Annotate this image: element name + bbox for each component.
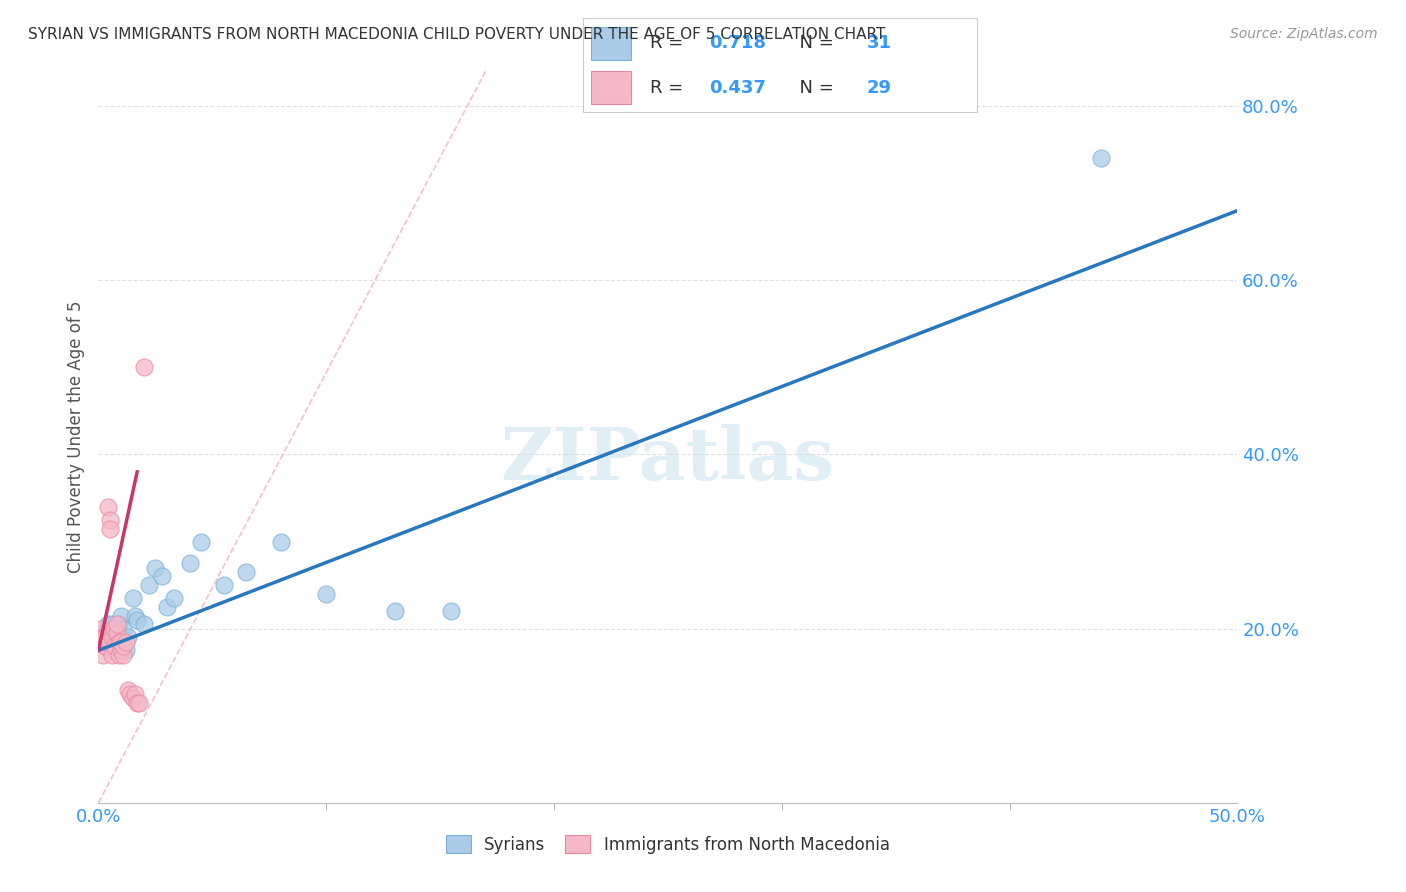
Point: [110, 643, 132, 657]
Point: [94, 631, 117, 645]
Point: [105, 617, 128, 632]
Point: [101, 631, 124, 645]
Point: [138, 578, 160, 592]
Point: [440, 604, 463, 618]
Point: [103, 639, 125, 653]
Point: [103, 622, 125, 636]
Point: [384, 604, 406, 618]
Point: [235, 565, 257, 579]
Point: [212, 578, 235, 592]
Point: [112, 622, 135, 636]
Point: [117, 631, 139, 645]
Point: [128, 696, 150, 710]
Point: [150, 569, 173, 583]
Text: R =: R =: [651, 34, 689, 52]
Point: [103, 643, 125, 657]
Point: [156, 599, 179, 614]
Y-axis label: Child Poverty Under the Age of 5: Child Poverty Under the Age of 5: [66, 301, 84, 574]
Text: N =: N =: [789, 34, 839, 52]
Point: [101, 648, 124, 662]
Point: [96, 617, 118, 632]
Point: [132, 360, 155, 375]
Point: [117, 682, 139, 697]
Text: 0.718: 0.718: [710, 34, 766, 52]
Text: 31: 31: [868, 34, 891, 52]
Point: [114, 634, 136, 648]
Point: [124, 608, 146, 623]
Point: [120, 687, 142, 701]
Point: [114, 643, 136, 657]
Text: Source: ZipAtlas.com: Source: ZipAtlas.com: [1230, 27, 1378, 41]
Point: [101, 617, 124, 632]
Text: ZIPatlas: ZIPatlas: [501, 424, 835, 494]
Point: [90, 622, 112, 636]
Point: [121, 691, 143, 706]
Point: [112, 639, 135, 653]
Point: [98, 513, 121, 527]
Point: [132, 617, 155, 632]
Point: [94, 634, 117, 648]
Point: [91, 631, 114, 645]
Point: [105, 634, 128, 648]
Point: [121, 591, 143, 606]
Point: [110, 608, 132, 623]
FancyBboxPatch shape: [592, 28, 631, 60]
Text: R =: R =: [651, 79, 689, 97]
Point: [1090, 152, 1112, 166]
Point: [98, 643, 121, 657]
Point: [94, 639, 117, 653]
Legend: Syrians, Immigrants from North Macedonia: Syrians, Immigrants from North Macedonia: [439, 829, 897, 860]
Point: [96, 500, 118, 514]
Point: [98, 521, 121, 535]
Point: [108, 634, 131, 648]
Point: [112, 648, 135, 662]
Text: 0.437: 0.437: [710, 79, 766, 97]
Point: [145, 560, 167, 574]
Point: [127, 613, 149, 627]
Point: [110, 631, 132, 645]
Text: SYRIAN VS IMMIGRANTS FROM NORTH MACEDONIA CHILD POVERTY UNDER THE AGE OF 5 CORRE: SYRIAN VS IMMIGRANTS FROM NORTH MACEDONI…: [28, 27, 886, 42]
Point: [108, 648, 131, 662]
Point: [91, 648, 114, 662]
Text: 29: 29: [868, 79, 891, 97]
Point: [190, 534, 212, 549]
Point: [315, 587, 337, 601]
Point: [179, 557, 201, 571]
Point: [90, 634, 112, 648]
Point: [108, 617, 131, 632]
Point: [110, 634, 132, 648]
Point: [105, 626, 128, 640]
Point: [127, 696, 149, 710]
Point: [91, 626, 114, 640]
Point: [270, 534, 292, 549]
Text: N =: N =: [789, 79, 839, 97]
Point: [124, 687, 146, 701]
Point: [162, 591, 184, 606]
FancyBboxPatch shape: [592, 71, 631, 104]
